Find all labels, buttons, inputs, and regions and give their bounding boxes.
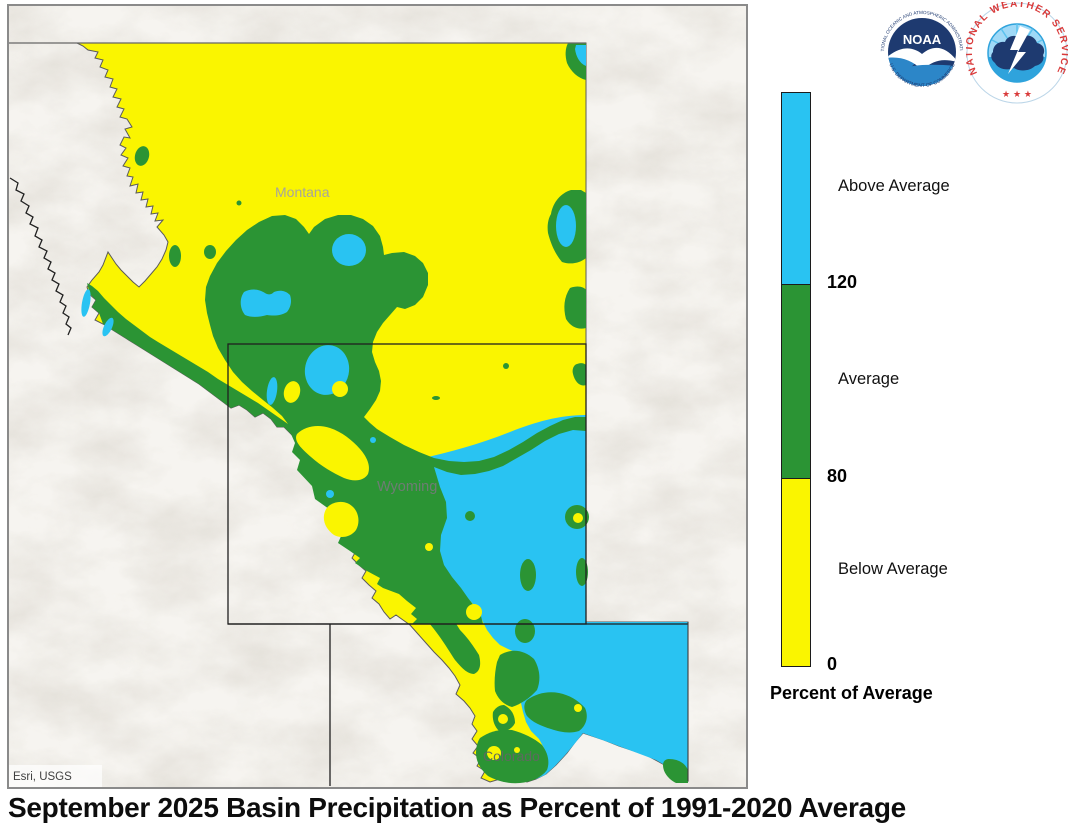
- green-oval-mt1: [134, 146, 150, 166]
- attribution: Esri, USGS: [9, 765, 102, 787]
- noaa-gull: [888, 47, 956, 70]
- green-bits-wy-east: [572, 363, 586, 386]
- yellow-patch-wy-sw: [323, 501, 359, 538]
- green-arm-co-east: [524, 692, 587, 733]
- cyan-dot-wy2: [370, 437, 376, 443]
- legend-color-bar: [781, 92, 811, 667]
- green-blob-wy-se2: [576, 558, 588, 586]
- green-oval-mt2: [169, 245, 181, 267]
- green-mass-co-bottom: [476, 729, 549, 784]
- nws-lightning-bolt: [1008, 26, 1030, 74]
- yellow-core-ring: [573, 513, 583, 523]
- legend-seg-below-average: [782, 478, 810, 666]
- green-blob-wy-se1: [520, 559, 536, 591]
- attribution-bg: [9, 765, 102, 787]
- legend-seg-above-average: [782, 93, 810, 284]
- yellow-patches: [283, 381, 583, 760]
- green-dot-wy: [465, 511, 475, 521]
- map-frame: Montana Wyoming Colorado Esri, USGS: [7, 4, 748, 789]
- legend-threshold-80: 80: [827, 466, 848, 486]
- cyan-sliver-band1: [81, 289, 91, 317]
- green-dash-wy: [432, 396, 440, 400]
- green-blob-co-center: [494, 650, 540, 707]
- legend-threshold-0: 0: [827, 654, 838, 674]
- cyan-corner-mt-ne: [575, 45, 586, 66]
- basin-regions: [76, 42, 689, 784]
- legend-label-average: Average: [838, 370, 900, 388]
- green-blob-border: [515, 619, 535, 643]
- legend-label-below-average: Below Average: [838, 560, 948, 578]
- noaa-logo: NOAA NATIONAL OCEANIC AND ATMOSPHERIC AD…: [876, 6, 967, 97]
- yellow-dot-co3: [514, 747, 520, 753]
- green-oval-mt3: [204, 245, 216, 259]
- green-dot-wy-n: [503, 363, 509, 369]
- nws-logo: NATIONAL WEATHER SERVICE ★ ★ ★: [966, 2, 1068, 104]
- state-borders: [9, 42, 689, 786]
- border-idaho: [9, 177, 72, 336]
- label-colorado: Colorado: [483, 748, 540, 764]
- legend-threshold-120: 120: [827, 272, 858, 292]
- yellow-dot-wy: [425, 543, 433, 551]
- basin-average-region: [87, 215, 586, 624]
- yellow-band-wy: [296, 426, 370, 481]
- cyan-bean-mt: [240, 289, 291, 317]
- page-title: September 2025 Basin Precipitation as Pe…: [8, 792, 906, 823]
- cyan-sliver-band2: [102, 317, 114, 337]
- legend-label-above-average: Above Average: [838, 177, 950, 195]
- yellow-dot-co2: [574, 704, 582, 712]
- yellow-hole-wy2: [332, 381, 348, 397]
- noaa-wordmark: NOAA: [903, 32, 942, 47]
- cyan-sliver-wy: [266, 377, 278, 405]
- green-tongue-colorado: [428, 622, 481, 674]
- legend-seg-average: [782, 284, 810, 478]
- green-blob-co-corner: [663, 759, 688, 783]
- label-wyoming: Wyoming: [377, 479, 437, 495]
- nws-emblem: [988, 24, 1046, 82]
- cyan-dot-wy1: [326, 490, 334, 498]
- yellow-circle-border: [466, 604, 482, 620]
- green-blob-mt-east2: [564, 286, 586, 329]
- yellow-dot-co1: [498, 714, 508, 724]
- label-montana: Montana: [275, 184, 330, 200]
- yellow-circle-co: [487, 746, 501, 760]
- state-labels: Montana Wyoming Colorado: [275, 184, 540, 764]
- basin-above-average-region: [424, 415, 688, 781]
- cyan-blob-mt: [332, 234, 366, 266]
- cyan-core-mt-east: [556, 205, 576, 247]
- legend-title: Percent of Average: [770, 683, 933, 703]
- green-dot-mt: [236, 200, 242, 206]
- precipitation-map: Montana Wyoming Colorado Esri, USGS: [9, 6, 746, 787]
- yellow-hole-wy1: [283, 381, 301, 403]
- attribution-text: Esri, USGS: [13, 771, 72, 783]
- nws-stars: ★ ★ ★: [1002, 90, 1032, 100]
